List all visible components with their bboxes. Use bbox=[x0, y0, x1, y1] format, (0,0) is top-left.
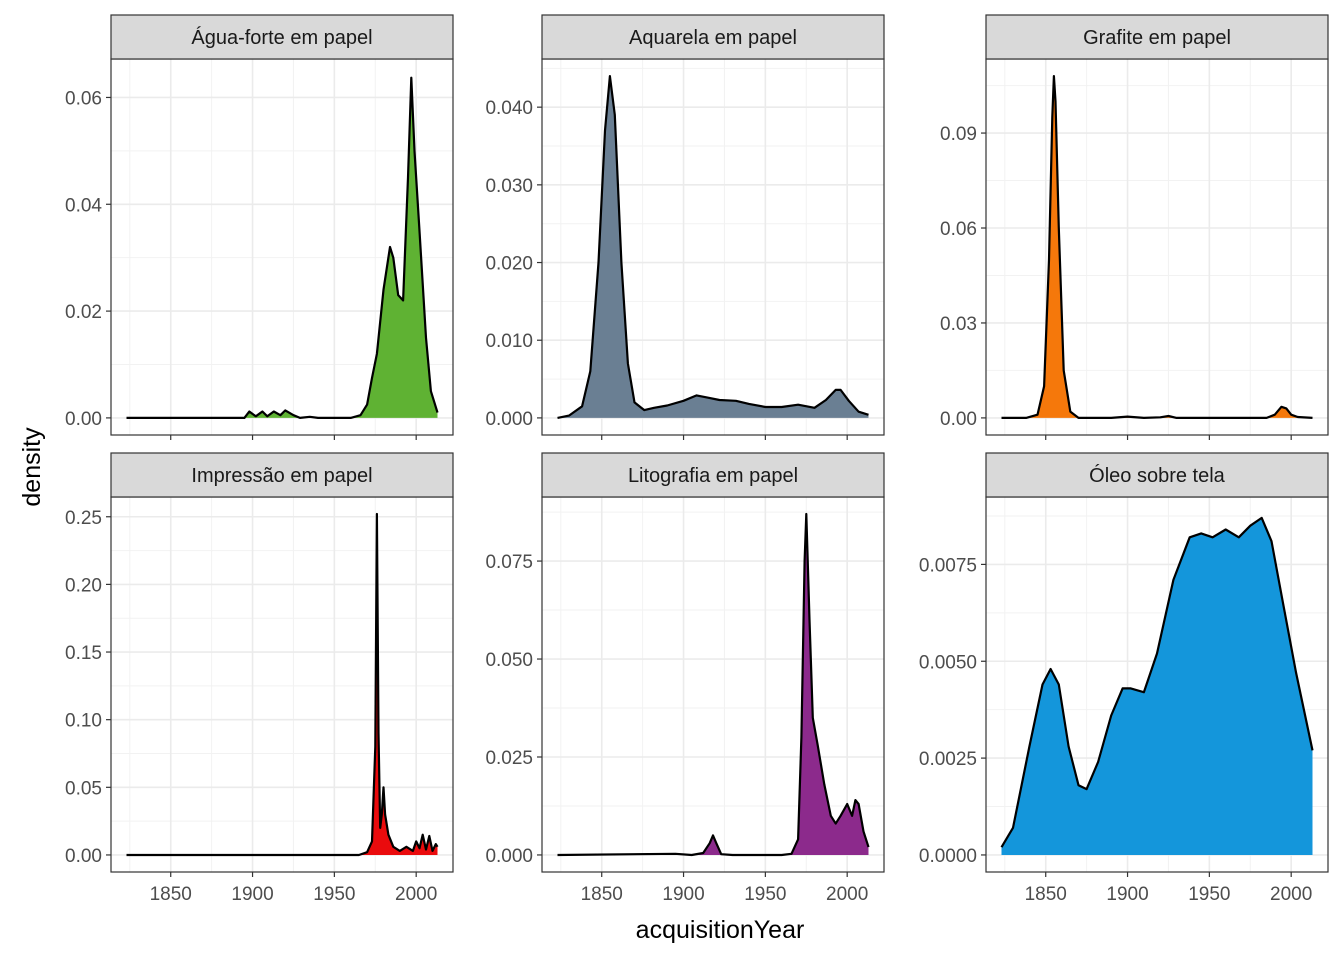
facet-strip-label: Aquarela em papel bbox=[629, 27, 797, 49]
y-tick-label: 0.00 bbox=[65, 846, 102, 867]
density-area bbox=[1001, 517, 1313, 855]
y-tick-label: 0.00 bbox=[940, 409, 977, 430]
y-tick-label: 0.0000 bbox=[919, 846, 977, 867]
y-tick-label: 0.06 bbox=[65, 88, 102, 109]
y-tick-label: 0.03 bbox=[940, 314, 977, 335]
y-tick-label: 0.25 bbox=[65, 508, 102, 529]
facet-panel: Água-forte em papel 0.00 0.02 0.04 0.06 bbox=[65, 14, 454, 440]
density-area bbox=[126, 77, 438, 418]
density-line bbox=[557, 512, 870, 857]
y-tick-label: 0.050 bbox=[485, 650, 533, 671]
facet-strip-label: Grafite em papel bbox=[1083, 27, 1231, 49]
y-tick-label: 0.025 bbox=[485, 748, 533, 769]
x-tick-label: 2000 bbox=[395, 884, 437, 905]
y-tick-label: 0.04 bbox=[65, 195, 102, 216]
density-line bbox=[1001, 75, 1313, 419]
facet-strip bbox=[541, 452, 885, 498]
facet-strip bbox=[985, 14, 1329, 60]
facet-panel: Litografia em papel 0.000 0.025 0.050 0.075 1… bbox=[485, 452, 885, 905]
y-tick-label: 0.06 bbox=[940, 219, 977, 240]
y-tick-label: 0.075 bbox=[485, 552, 533, 573]
y-tick-label: 0.000 bbox=[485, 846, 533, 867]
x-tick-label: 1850 bbox=[150, 884, 192, 905]
x-tick-label: 1900 bbox=[231, 884, 273, 905]
density-line bbox=[126, 512, 439, 857]
facet-strip bbox=[541, 14, 885, 60]
x-tick-label: 1850 bbox=[1025, 884, 1067, 905]
y-tick-label: 0.09 bbox=[940, 124, 977, 145]
facet-strip-label: Óleo sobre tela bbox=[1089, 464, 1226, 487]
density-line bbox=[1000, 516, 1314, 848]
facet-strip-label: Água-forte em papel bbox=[191, 26, 372, 49]
panel-background bbox=[542, 497, 884, 872]
x-tick-label: 1900 bbox=[662, 884, 704, 905]
facet-strip-label: Impressão em papel bbox=[191, 465, 372, 487]
facet-strip bbox=[985, 452, 1329, 498]
density-line bbox=[126, 76, 439, 419]
y-tick-label: 0.020 bbox=[485, 254, 533, 275]
x-axis-label: acquisitionYear bbox=[636, 916, 805, 944]
y-tick-label: 0.20 bbox=[65, 575, 102, 596]
y-tick-label: 0.0050 bbox=[919, 652, 977, 673]
x-tick-label: 2000 bbox=[1270, 884, 1312, 905]
y-tick-label: 0.030 bbox=[485, 176, 533, 197]
y-tick-label: 0.10 bbox=[65, 711, 102, 732]
x-tick-label: 1950 bbox=[744, 884, 786, 905]
facet-strip-label: Litografia em papel bbox=[628, 465, 798, 487]
y-tick-label: 0.0025 bbox=[919, 749, 977, 770]
panel-background bbox=[111, 497, 453, 872]
y-tick-label: 0.15 bbox=[65, 643, 102, 664]
facet-panel: Grafite em papel 0.00 0.03 0.06 0.09 bbox=[940, 14, 1329, 440]
x-tick-label: 1950 bbox=[313, 884, 355, 905]
facet-panel: Óleo sobre tela 0.0000 0.0025 0.0050 0.0075 1… bbox=[919, 452, 1329, 905]
x-tick-label: 1950 bbox=[1188, 884, 1230, 905]
facet-panel: Impressão em papel 0.00 0.05 0.10 0.15 0.20 0.… bbox=[65, 452, 454, 905]
y-tick-label: 0.05 bbox=[65, 778, 102, 799]
panel-background bbox=[986, 59, 1328, 435]
y-tick-label: 0.010 bbox=[485, 331, 533, 352]
x-tick-label: 2000 bbox=[826, 884, 868, 905]
facet-strip bbox=[110, 452, 454, 498]
y-tick-label: 0.02 bbox=[65, 302, 102, 323]
y-tick-label: 0.040 bbox=[485, 98, 533, 119]
density-line bbox=[557, 75, 869, 419]
facet-strip bbox=[110, 14, 454, 60]
y-tick-label: 0.00 bbox=[65, 409, 102, 430]
x-tick-label: 1850 bbox=[581, 884, 623, 905]
y-tick-label: 0.000 bbox=[485, 409, 533, 430]
x-tick-label: 1900 bbox=[1106, 884, 1148, 905]
y-tick-label: 0.0075 bbox=[919, 555, 977, 576]
facet-panel: Aquarela em papel 0.000 0.010 0.020 0.030 0.0… bbox=[485, 14, 885, 440]
y-axis-label: density bbox=[18, 427, 46, 507]
